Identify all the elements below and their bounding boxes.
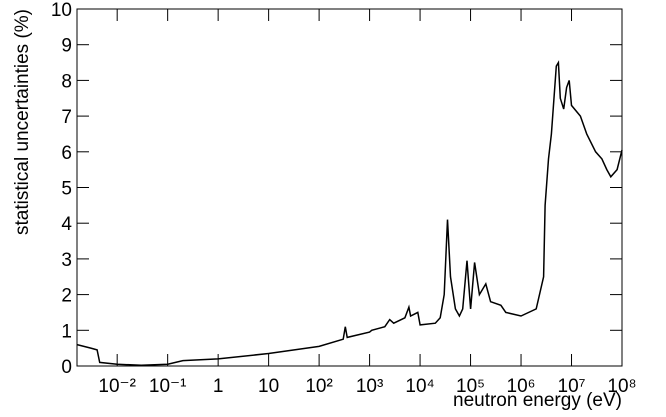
y-tick-label: 8: [61, 71, 72, 92]
x-tick-label: 10: [258, 376, 279, 397]
x-tick-label: 10²: [305, 376, 332, 397]
x-tick-label: 10⁷: [558, 376, 586, 397]
y-tick-label: 10: [51, 0, 72, 21]
y-tick-label: 1: [61, 321, 72, 342]
x-tick-label: 10³: [356, 376, 383, 397]
y-tick-label: 0: [61, 357, 72, 378]
x-tick-label: 1: [213, 376, 224, 397]
plot-frame: [76, 8, 623, 367]
x-tick-label: 10⁻¹: [149, 376, 187, 397]
x-tick-label: 10⁵: [456, 376, 485, 397]
y-tick-label: 3: [61, 250, 72, 271]
x-tick-label: 10⁻²: [98, 376, 136, 397]
x-tick-label: 10⁴: [405, 376, 434, 397]
y-axis-title: statistical uncertainties (%): [12, 9, 33, 235]
y-tick-label: 6: [61, 143, 72, 164]
y-tick-label: 4: [61, 214, 72, 235]
y-tick-label: 5: [61, 179, 72, 200]
y-tick-label: 7: [61, 107, 72, 128]
x-axis-title: neutron energy (eV): [453, 390, 622, 411]
y-tick-label: 2: [61, 286, 72, 307]
x-tick-label: 10⁶: [507, 376, 536, 397]
data-line: [76, 60, 623, 367]
x-tick-label: 10⁸: [607, 376, 636, 397]
y-tick-label: 9: [61, 36, 72, 57]
